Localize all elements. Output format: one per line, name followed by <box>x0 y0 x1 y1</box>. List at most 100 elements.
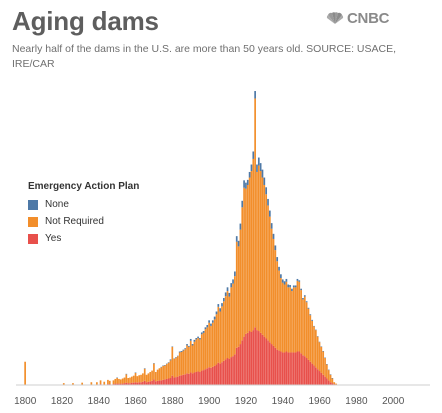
bar-yes-1920[interactable] <box>245 333 247 385</box>
bar-yes-1868[interactable] <box>149 381 152 385</box>
bar-none-1937[interactable] <box>276 257 279 262</box>
bar-yes-1956[interactable] <box>311 363 314 385</box>
bar-none-1935[interactable] <box>272 233 275 239</box>
bar-none-1909[interactable] <box>224 292 227 297</box>
bar-not-required-1962[interactable] <box>322 351 325 375</box>
bar-none-1942[interactable] <box>285 278 288 282</box>
bar-yes-1953[interactable] <box>305 358 308 385</box>
bar-none-1914[interactable] <box>234 271 236 277</box>
bar-yes-1907[interactable] <box>221 362 223 385</box>
bar-none-1910[interactable] <box>226 287 229 292</box>
bar-none-1897[interactable] <box>202 331 205 333</box>
bar-yes-1954[interactable] <box>307 359 310 385</box>
bar-not-required-1839[interactable] <box>96 382 98 385</box>
bar-not-required-1853[interactable] <box>121 378 124 384</box>
bar-none-1941[interactable] <box>283 281 286 285</box>
bar-none-1951[interactable] <box>302 298 304 300</box>
bar-not-required-1960[interactable] <box>318 342 321 372</box>
bar-not-required-1924[interactable] <box>252 158 255 331</box>
bar-yes-1870[interactable] <box>153 379 155 385</box>
bar-yes-1926[interactable] <box>256 330 258 385</box>
bar-yes-1963[interactable] <box>324 376 326 385</box>
bar-not-required-1849[interactable] <box>114 378 117 384</box>
bar-not-required-1961[interactable] <box>320 346 323 373</box>
bar-not-required-1898[interactable] <box>204 329 207 370</box>
bar-not-required-1871[interactable] <box>154 371 157 382</box>
bar-not-required-1945[interactable] <box>291 291 293 353</box>
bar-yes-1906[interactable] <box>219 363 222 385</box>
bar-yes-1952[interactable] <box>303 356 306 385</box>
bar-not-required-1965[interactable] <box>327 370 330 381</box>
bar-none-1893[interactable] <box>195 338 198 340</box>
bar-not-required-1841[interactable] <box>99 380 102 385</box>
bar-yes-1918[interactable] <box>241 340 244 385</box>
bar-not-required-1836[interactable] <box>90 382 93 385</box>
bar-yes-1890[interactable] <box>189 372 192 385</box>
bar-not-required-1916[interactable] <box>237 246 240 347</box>
bar-not-required-1949[interactable] <box>298 281 301 352</box>
bar-not-required-1856[interactable] <box>127 378 130 384</box>
bar-yes-1854[interactable] <box>123 383 126 385</box>
bar-not-required-1857[interactable] <box>129 377 131 384</box>
bar-not-required-1890[interactable] <box>189 340 192 373</box>
bar-not-required-1934[interactable] <box>270 228 273 345</box>
bar-not-required-1937[interactable] <box>276 261 279 350</box>
bar-not-required-1854[interactable] <box>123 377 126 384</box>
bar-yes-1867[interactable] <box>147 381 150 385</box>
bar-not-required-1963[interactable] <box>324 358 326 377</box>
bar-not-required-1913[interactable] <box>232 283 234 357</box>
bar-yes-1943[interactable] <box>287 352 290 385</box>
bar-yes-1916[interactable] <box>237 346 240 385</box>
legend-item-not-required[interactable]: Not Required <box>28 213 139 230</box>
bar-none-1887[interactable] <box>184 348 187 350</box>
bar-not-required-1868[interactable] <box>149 371 152 382</box>
bar-yes-1927[interactable] <box>257 331 260 385</box>
bar-yes-1861[interactable] <box>136 382 139 385</box>
bar-yes-1962[interactable] <box>322 374 325 385</box>
bar-none-1938[interactable] <box>278 266 280 271</box>
bar-none-1912[interactable] <box>230 283 233 288</box>
bar-yes-1904[interactable] <box>215 364 218 385</box>
bar-yes-1853[interactable] <box>121 383 124 385</box>
bar-not-required-1878[interactable] <box>167 362 170 379</box>
bar-not-required-1905[interactable] <box>217 306 220 363</box>
bar-not-required-1951[interactable] <box>302 299 304 356</box>
bar-yes-1928[interactable] <box>259 332 262 385</box>
bar-none-1892[interactable] <box>193 339 196 342</box>
bar-yes-1905[interactable] <box>217 362 220 385</box>
bar-yes-1961[interactable] <box>320 372 323 385</box>
bar-yes-1947[interactable] <box>294 352 297 385</box>
bar-yes-1876[interactable] <box>164 379 166 385</box>
bar-not-required-1887[interactable] <box>184 349 187 375</box>
bar-none-1900[interactable] <box>208 320 210 323</box>
bar-yes-1896[interactable] <box>200 370 203 385</box>
bar-none-1923[interactable] <box>250 164 253 172</box>
bar-yes-1941[interactable] <box>283 352 286 385</box>
bar-yes-1849[interactable] <box>114 383 117 385</box>
bar-not-required-1874[interactable] <box>160 367 163 381</box>
bar-yes-1902[interactable] <box>211 366 214 385</box>
bar-yes-1901[interactable] <box>210 367 212 385</box>
bar-yes-1925[interactable] <box>254 327 256 385</box>
bar-none-1898[interactable] <box>204 327 207 330</box>
bar-none-1947[interactable] <box>294 285 297 288</box>
bar-yes-1860[interactable] <box>134 382 137 385</box>
bar-not-required-1908[interactable] <box>223 301 225 361</box>
bar-yes-1924[interactable] <box>252 330 255 385</box>
bar-yes-1897[interactable] <box>202 370 205 385</box>
bar-none-1946[interactable] <box>292 285 295 288</box>
bar-not-required-1955[interactable] <box>309 315 312 362</box>
bar-yes-1942[interactable] <box>285 351 288 385</box>
bar-yes-1967[interactable] <box>331 383 334 385</box>
bar-yes-1957[interactable] <box>313 365 315 385</box>
bar-yes-1960[interactable] <box>318 371 321 385</box>
bar-not-required-1848[interactable] <box>112 380 115 385</box>
bar-yes-1934[interactable] <box>270 344 273 385</box>
bar-not-required-1958[interactable] <box>315 330 317 368</box>
bar-none-1901[interactable] <box>210 323 212 326</box>
bar-not-required-1869[interactable] <box>151 370 153 381</box>
bar-not-required-1886[interactable] <box>182 350 185 375</box>
bar-not-required-1821[interactable] <box>62 383 65 385</box>
bar-yes-1892[interactable] <box>193 372 196 385</box>
bar-yes-1955[interactable] <box>309 361 312 385</box>
